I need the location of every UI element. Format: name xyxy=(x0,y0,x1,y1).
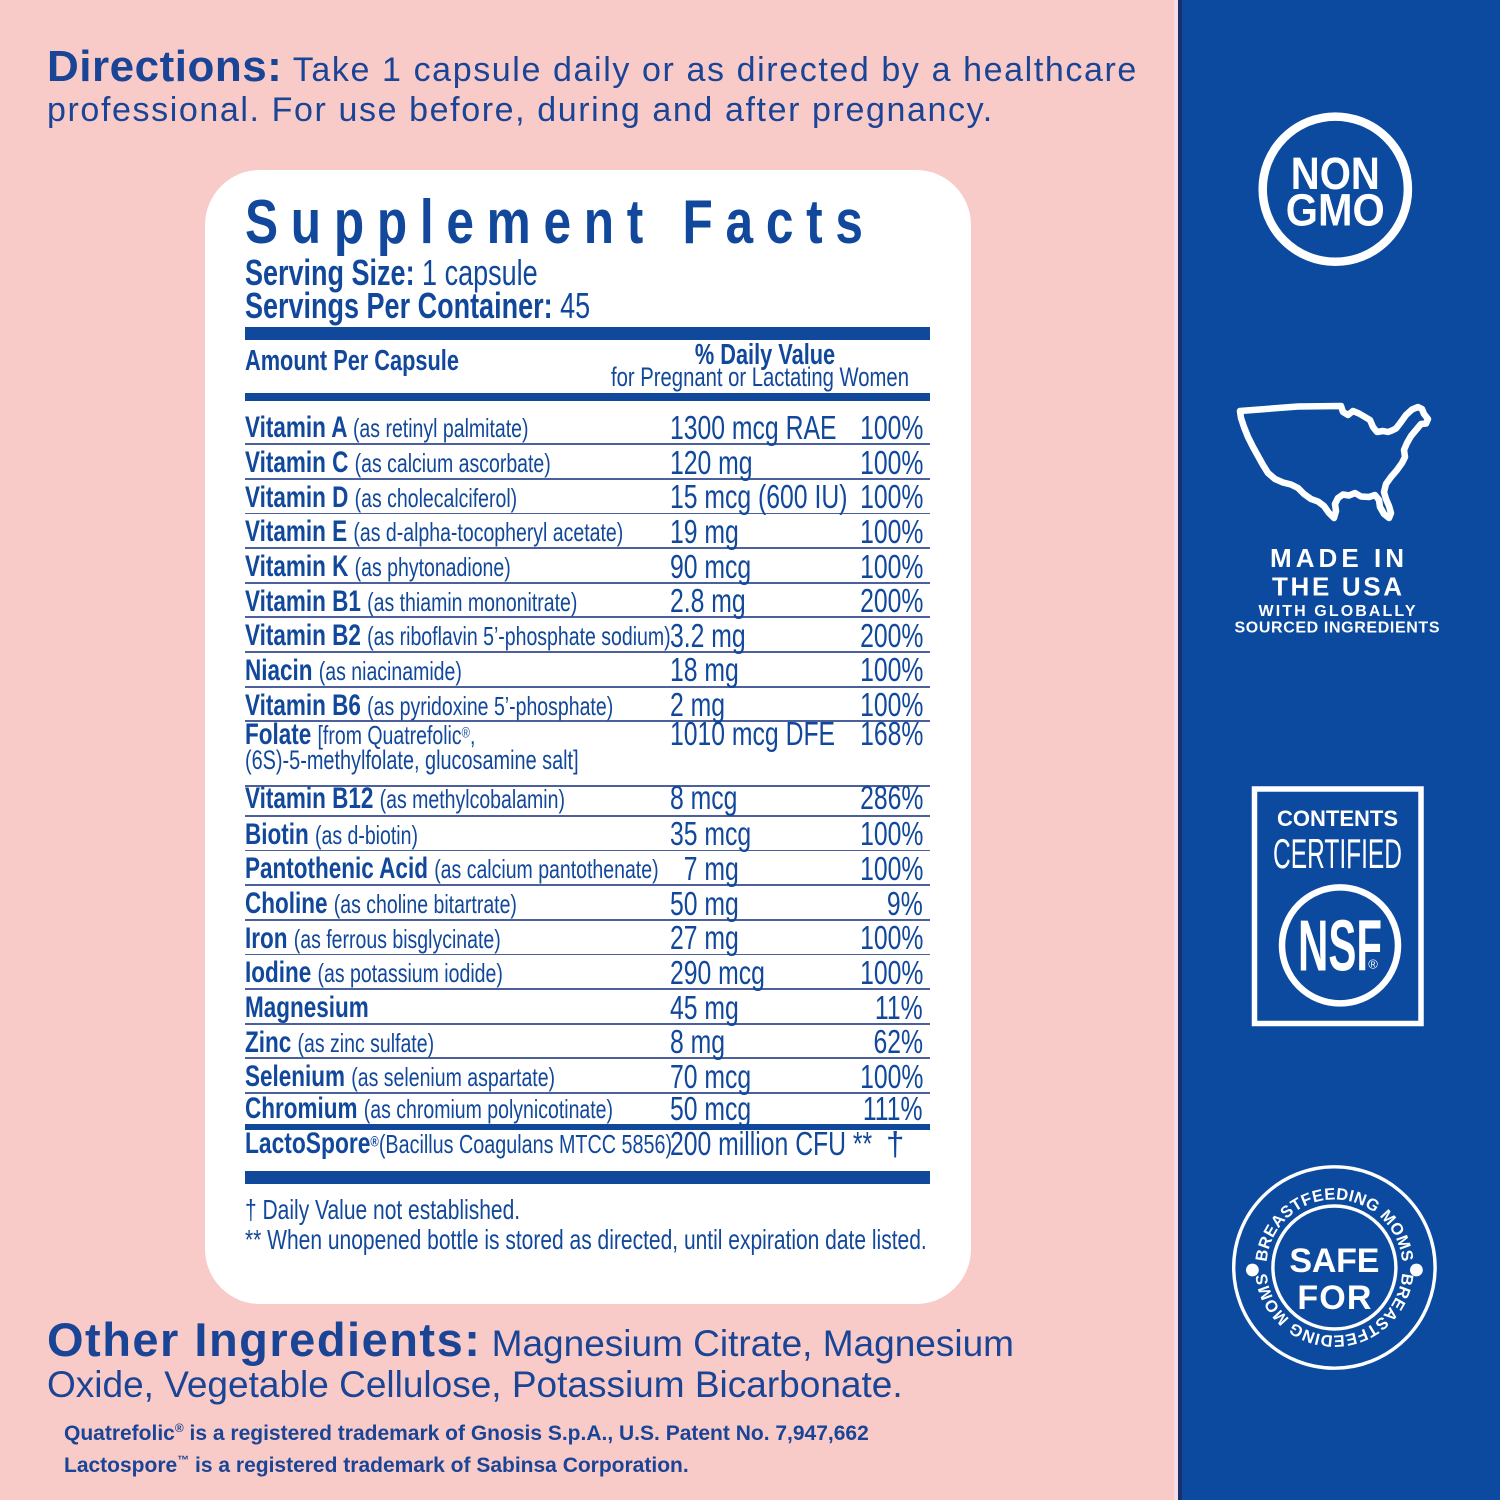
svg-text:THE USA: THE USA xyxy=(1272,572,1402,602)
svg-text:FOR: FOR xyxy=(1297,1279,1371,1317)
svg-text:SAFE: SAFE xyxy=(1289,1242,1379,1280)
svg-text:®: ® xyxy=(1368,957,1378,972)
svg-text:CONTENTS: CONTENTS xyxy=(1277,806,1398,831)
svg-text:CERTIFIED: CERTIFIED xyxy=(1273,830,1402,877)
svg-text:MADE IN: MADE IN xyxy=(1270,543,1404,573)
svg-text:NON: NON xyxy=(1291,148,1380,199)
svg-text:NSF: NSF xyxy=(1298,907,1382,987)
svg-text:SOURCED INGREDIENTS: SOURCED INGREDIENTS xyxy=(1235,619,1440,636)
svg-text:GMO: GMO xyxy=(1286,185,1385,236)
svg-text:WITH GLOBALLY: WITH GLOBALLY xyxy=(1259,603,1416,620)
